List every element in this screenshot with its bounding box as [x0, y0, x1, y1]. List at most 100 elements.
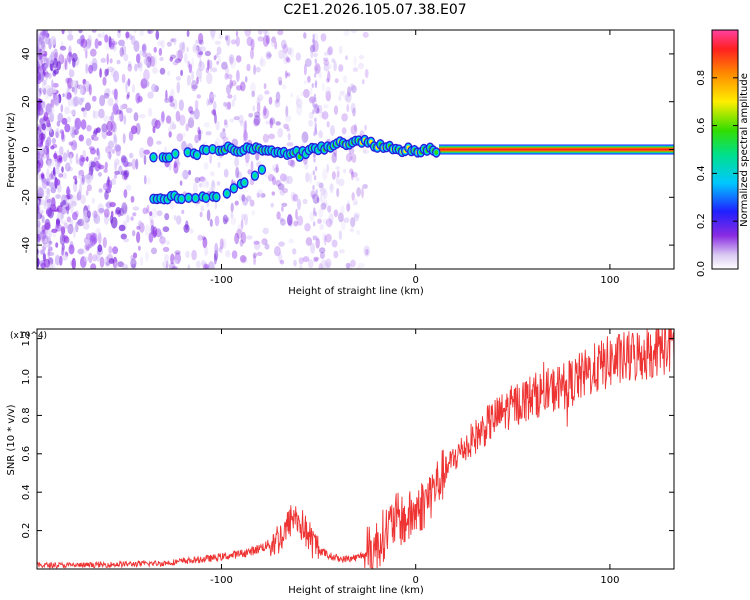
- noise-speck: [187, 117, 195, 129]
- noise-speck: [353, 212, 361, 219]
- noise-speck: [317, 218, 322, 224]
- noise-speck: [168, 262, 176, 269]
- noise-speck: [352, 200, 358, 206]
- noise-speck: [104, 161, 108, 170]
- noise-speck: [170, 54, 177, 59]
- noise-speck: [309, 96, 315, 102]
- noise-speck: [271, 164, 277, 171]
- noise-speck: [169, 56, 174, 62]
- noise-speck: [109, 42, 115, 50]
- noise-speck: [269, 117, 276, 125]
- noise-speck: [290, 191, 296, 202]
- noise-speck: [346, 104, 350, 113]
- noise-speck: [86, 124, 92, 132]
- noise-speck: [37, 199, 40, 204]
- noise-speck: [234, 200, 239, 206]
- noise-speck: [226, 101, 232, 110]
- noise-speck: [112, 122, 117, 133]
- noise-speck: [323, 260, 329, 269]
- noise-speck: [61, 244, 65, 250]
- lower-branch-blob-core: [179, 196, 184, 202]
- noise-speck: [128, 130, 134, 141]
- noise-speck: [97, 151, 101, 161]
- noise-speck: [80, 38, 88, 49]
- noise-speck: [44, 222, 51, 231]
- noise-speck: [278, 80, 283, 86]
- noise-speck: [37, 150, 41, 161]
- noise-speck: [43, 58, 49, 68]
- noise-speck: [235, 30, 239, 37]
- noise-speck: [129, 152, 134, 159]
- noise-speck: [263, 105, 267, 116]
- noise-speck: [350, 85, 357, 94]
- noise-speck: [37, 159, 41, 165]
- noise-speck: [154, 119, 161, 129]
- noise-speck: [68, 45, 72, 57]
- noise-speck: [112, 42, 117, 52]
- noise-speck: [287, 159, 294, 167]
- noise-speck: [52, 143, 58, 149]
- noise-speck: [54, 253, 59, 265]
- noise-speck: [121, 263, 129, 269]
- noise-speck: [197, 234, 204, 241]
- noise-speck: [320, 33, 327, 42]
- noise-speck: [225, 35, 230, 46]
- noise-speck: [198, 176, 206, 182]
- noise-speck: [66, 149, 70, 158]
- noise-speck: [271, 191, 275, 196]
- noise-speck: [37, 176, 41, 181]
- noise-speck: [313, 221, 316, 227]
- noise-speck: [314, 117, 317, 123]
- noise-speck: [54, 254, 61, 266]
- noise-speck: [66, 216, 72, 223]
- noise-speck: [64, 106, 70, 115]
- noise-speck: [101, 32, 105, 39]
- noise-speck: [37, 62, 40, 67]
- noise-speck: [356, 229, 361, 235]
- noise-speck: [91, 30, 97, 33]
- noise-speck: [120, 155, 127, 163]
- noise-speck: [38, 109, 45, 115]
- noise-speck: [159, 232, 163, 239]
- noise-speck: [167, 70, 171, 76]
- noise-speck: [344, 95, 349, 102]
- noise-speck: [338, 249, 345, 254]
- noise-speck: [45, 127, 51, 132]
- noise-speck: [312, 52, 318, 58]
- noise-speck: [88, 252, 93, 264]
- noise-speck: [106, 88, 110, 93]
- noise-speck: [345, 153, 353, 163]
- noise-speck: [263, 30, 268, 35]
- noise-speck: [43, 241, 49, 248]
- noise-speck: [45, 195, 49, 205]
- noise-speck: [153, 46, 157, 53]
- noise-speck: [118, 39, 125, 46]
- noise-speck: [230, 217, 237, 226]
- noise-speck: [58, 173, 64, 178]
- noise-speck: [338, 212, 344, 223]
- noise-speck: [325, 90, 331, 102]
- noise-speck: [125, 81, 128, 93]
- noise-speck: [65, 56, 69, 64]
- noise-speck: [162, 246, 170, 252]
- noise-speck: [218, 247, 222, 253]
- noise-speck: [56, 150, 60, 160]
- noise-speck: [312, 170, 315, 176]
- noise-speck: [201, 260, 208, 269]
- noise-speck: [83, 80, 91, 93]
- spectrogram-x-tick-label: -100: [210, 275, 233, 286]
- noise-speck: [289, 47, 295, 59]
- noise-speck: [54, 127, 60, 139]
- noise-speck: [119, 47, 124, 57]
- noise-speck: [170, 95, 174, 103]
- noise-speck: [222, 128, 226, 133]
- noise-speck: [303, 88, 310, 98]
- noise-speck: [67, 86, 70, 91]
- noise-speck: [233, 116, 240, 121]
- noise-speck: [334, 78, 339, 84]
- noise-speck: [179, 180, 183, 186]
- noise-speck: [211, 109, 217, 115]
- noise-speck: [118, 30, 121, 34]
- noise-speck: [95, 228, 101, 238]
- noise-speck: [118, 224, 126, 232]
